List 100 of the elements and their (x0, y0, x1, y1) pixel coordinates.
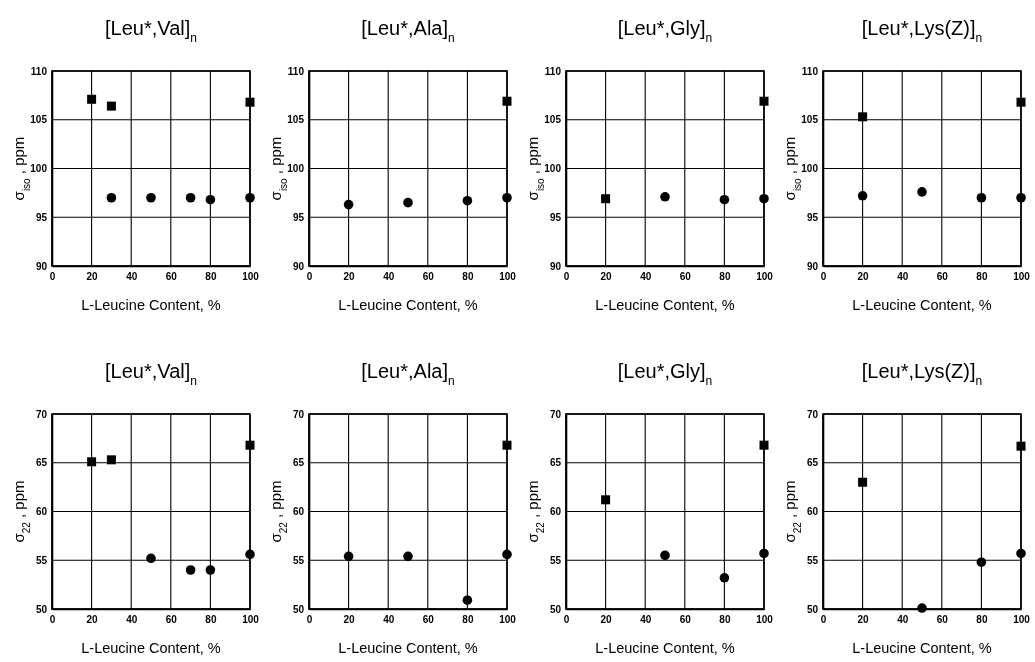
x-tick-label: 100 (242, 614, 260, 626)
y-tick-label: 100 (30, 163, 48, 175)
x-tick-label: 80 (976, 614, 988, 626)
y-tick-label: 55 (292, 554, 305, 566)
y-tick-label: 60 (806, 506, 819, 518)
x-axis-title: L-Leucine Content, % (338, 297, 478, 313)
point (976, 557, 987, 567)
point (759, 440, 769, 450)
y-tick-label: 100 (544, 163, 562, 175)
x-tick-label: 80 (462, 614, 474, 626)
point (858, 477, 868, 487)
x-tick-label: 20 (857, 271, 870, 283)
x-tick-label: 60 (679, 271, 692, 283)
y-tick-label: 65 (549, 457, 562, 469)
point (502, 549, 512, 560)
y-tick-label: 70 (549, 408, 562, 420)
x-tick-label: 0 (563, 614, 570, 626)
x-tick-label: 40 (383, 271, 395, 283)
x-tick-label: 60 (936, 271, 949, 283)
x-tick-label: 60 (936, 614, 949, 626)
y-tick-label: 110 (30, 65, 48, 77)
chart-title: [Leu*,Lys(Z)]$_{n}$ (861, 17, 983, 45)
y-tick-label: 60 (35, 506, 48, 518)
x-tick-label: 20 (86, 614, 99, 626)
y-tick-label: 90 (806, 260, 819, 272)
y-tick-label: 95 (35, 211, 48, 223)
point (660, 550, 670, 561)
x-tick-label: 40 (897, 271, 909, 283)
y-tick-label: 70 (806, 408, 819, 420)
x-tick-label: 40 (897, 614, 909, 626)
x-tick-label: 0 (820, 271, 827, 283)
y-tick-label: 110 (801, 65, 819, 77)
x-tick-label: 100 (499, 614, 517, 626)
x-tick-label: 100 (499, 271, 517, 283)
y-tick-label: 105 (544, 114, 562, 126)
x-axis-title: L-Leucine Content, % (852, 640, 992, 656)
point (1016, 441, 1026, 451)
y-tick-label: 90 (549, 260, 562, 272)
x-axis-title: L-Leucine Content, % (595, 640, 735, 656)
y-tick-label: 110 (544, 65, 562, 77)
chart-title: [Leu*,Ala]$_{n}$ (361, 17, 455, 45)
x-tick-label: 40 (640, 271, 652, 283)
y-tick-label: 55 (806, 554, 819, 566)
x-tick-label: 20 (857, 614, 870, 626)
x-tick-label: 20 (343, 271, 356, 283)
point (343, 199, 354, 210)
point (146, 192, 156, 203)
x-axis-title: L-Leucine Content, % (81, 297, 221, 313)
y-tick-label: 105 (287, 114, 305, 126)
point (660, 191, 670, 202)
point (858, 112, 868, 122)
chart-title: [Leu*,Val]$_{n}$ (105, 360, 197, 388)
point (917, 603, 927, 613)
x-tick-label: 40 (383, 614, 395, 626)
y-tick-label: 105 (801, 114, 819, 126)
point (185, 192, 196, 203)
point (502, 192, 512, 203)
point (146, 553, 156, 564)
point (502, 440, 512, 450)
y-tick-label: 55 (549, 554, 562, 566)
point (1016, 548, 1026, 559)
x-tick-label: 80 (976, 271, 988, 283)
point (343, 551, 354, 562)
y-tick-label: 65 (35, 457, 48, 469)
y-tick-label: 110 (287, 65, 305, 77)
x-tick-label: 60 (679, 614, 692, 626)
y-tick-label: 50 (292, 603, 305, 615)
point (462, 195, 473, 206)
point (245, 440, 255, 450)
point (1016, 97, 1026, 107)
x-tick-label: 20 (86, 271, 99, 283)
x-tick-label: 100 (242, 271, 260, 283)
x-tick-label: 60 (422, 271, 435, 283)
y-tick-label: 50 (806, 603, 819, 615)
point (857, 191, 868, 201)
point (185, 565, 196, 575)
x-tick-label: 80 (205, 271, 217, 283)
x-tick-label: 20 (600, 271, 613, 283)
chart-title: [Leu*,Gly]$_{n}$ (617, 17, 713, 45)
y-tick-label: 70 (292, 408, 305, 420)
chart-title: [Leu*,Ala]$_{n}$ (361, 360, 455, 388)
point (976, 192, 987, 203)
x-tick-label: 20 (600, 614, 613, 626)
point (759, 548, 769, 559)
x-tick-label: 0 (49, 271, 56, 283)
y-tick-label: 65 (806, 457, 819, 469)
x-tick-label: 0 (820, 614, 827, 626)
point (462, 595, 473, 606)
x-axis-title: L-Leucine Content, % (81, 640, 221, 656)
y-tick-label: 95 (292, 211, 305, 223)
y-tick-label: 50 (549, 603, 562, 615)
point (601, 194, 611, 204)
y-tick-label: 60 (292, 506, 305, 518)
point (719, 194, 730, 205)
point (917, 187, 927, 197)
y-tick-label: 105 (30, 114, 48, 126)
point (106, 455, 116, 465)
y-tick-label: 65 (292, 457, 305, 469)
x-tick-label: 60 (422, 614, 435, 626)
point (205, 565, 216, 575)
